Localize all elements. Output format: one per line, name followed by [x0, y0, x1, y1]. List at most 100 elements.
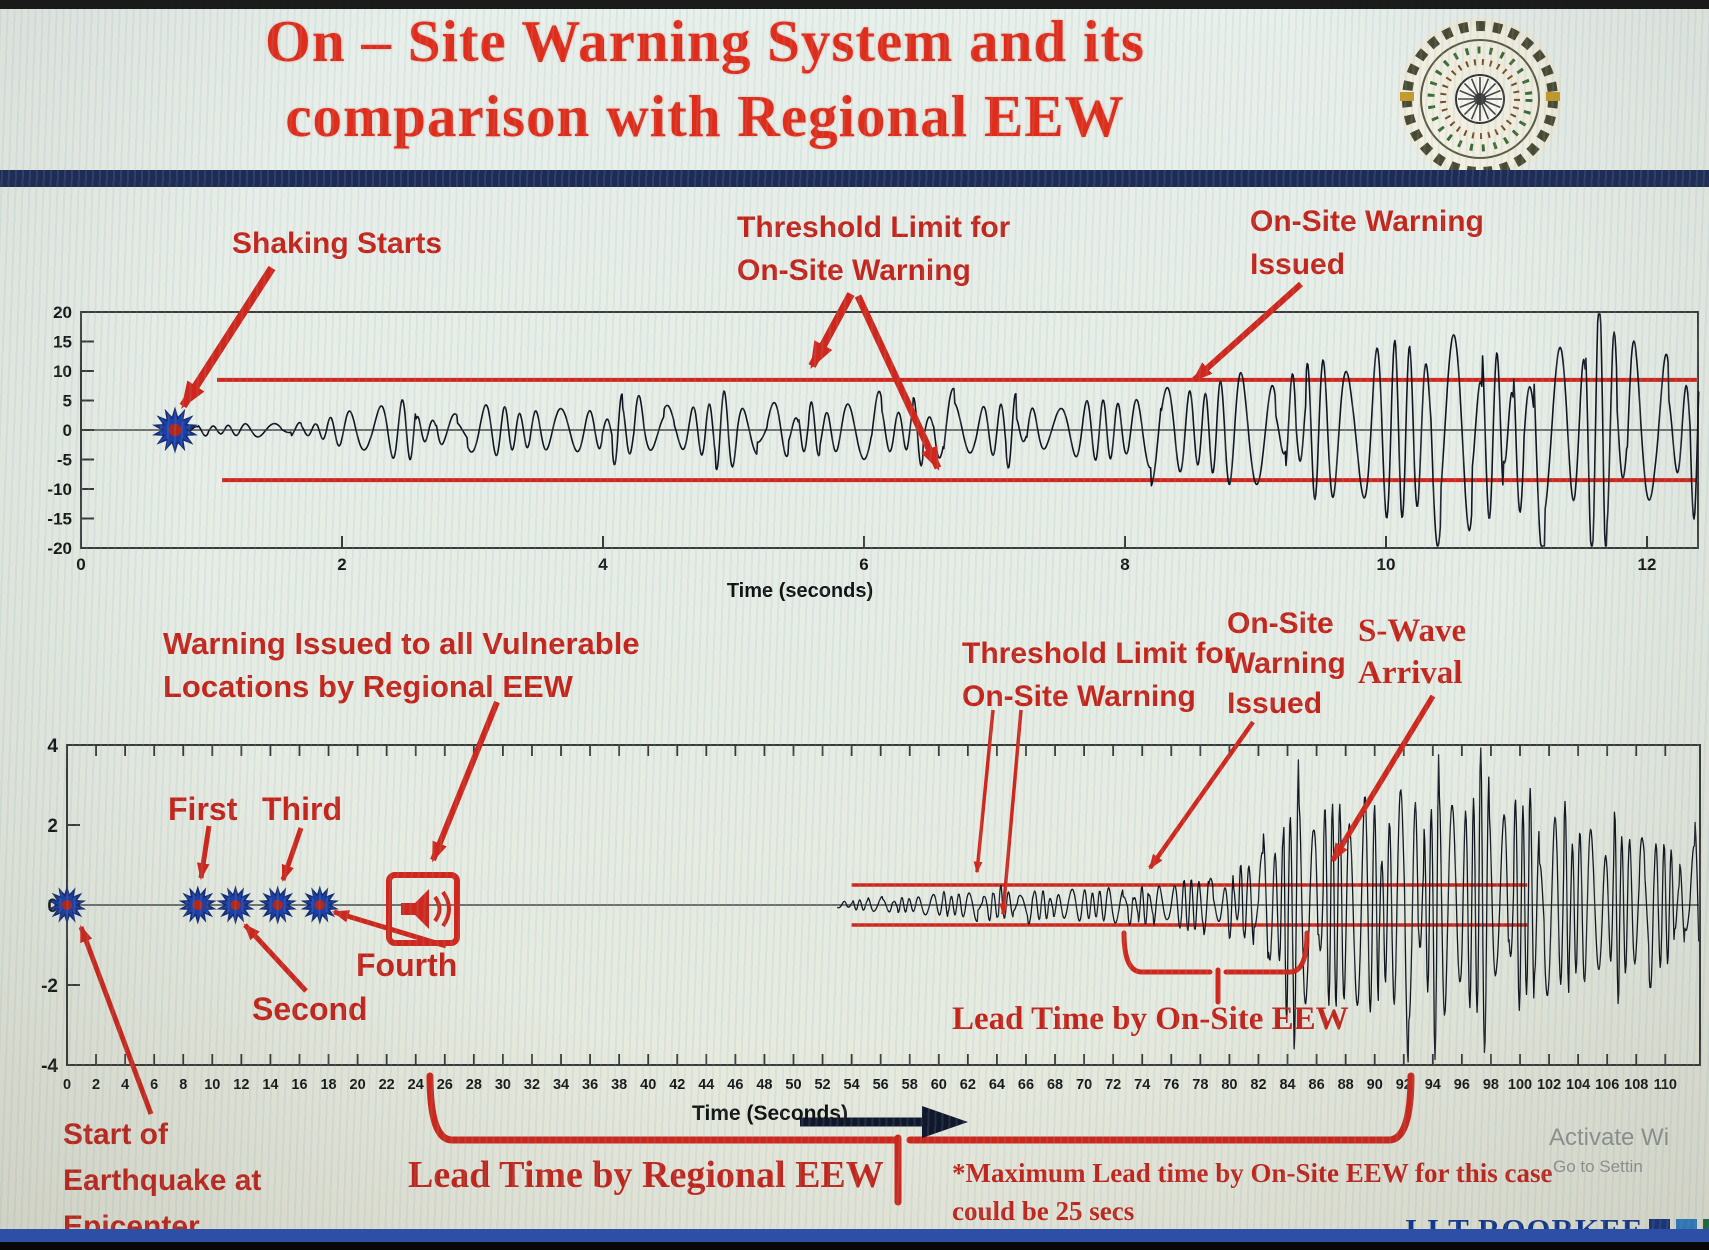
bottom-chart-xtick-label: 96 — [1454, 1077, 1470, 1093]
photo-bottom-edge — [0, 1242, 1709, 1250]
top-chart-ytick-label: -20 — [47, 539, 72, 558]
slide-title: On – Site Warning System and its compari… — [40, 4, 1370, 154]
bottom-chart-ytick-label: 0 — [47, 896, 58, 917]
arrow-s-wave-arrival — [1330, 694, 1436, 862]
arrow-threshold-top-lower — [854, 294, 942, 471]
annotation-regional-warning: Warning Issued to all Vulnerable Locatio… — [163, 626, 640, 704]
annotation-threshold-bottom: Threshold Limit for On-Site Warning — [962, 637, 1236, 713]
bottom-chart-xtick-label: 98 — [1483, 1077, 1499, 1093]
top-chart-ytick-label: 0 — [63, 421, 72, 440]
bottom-chart-xtick-label: 60 — [931, 1077, 947, 1093]
arrow-onsite-issued-bottom — [1148, 720, 1255, 870]
p-wave-detection-marker-1 — [47, 885, 87, 925]
arrow-fourth — [331, 909, 447, 949]
bottom-chart-xtick-label: 80 — [1221, 1077, 1237, 1093]
p-wave-detection-marker-top — [151, 406, 198, 454]
bottom-chart-xtick-label: 46 — [727, 1077, 743, 1093]
bottom-chart-ytick-label: -2 — [41, 976, 58, 997]
photo-bottom-blue-strip — [0, 1229, 1709, 1242]
bottom-chart-xtick-label: 36 — [582, 1077, 598, 1093]
annotation-onsite-warning-issued-top: On-Site Warning Issued — [1250, 205, 1484, 281]
bottom-chart-xtick-label: 30 — [495, 1077, 511, 1093]
bottom-chart-xtick-label: 82 — [1250, 1077, 1266, 1093]
bottom-chart-xtick-label: 14 — [262, 1077, 278, 1093]
top-chart-xtick-label: 10 — [1377, 555, 1396, 574]
annotation-threshold-top: Threshold Limit for On-Site Warning — [737, 211, 1011, 287]
top-chart-xtick-label: 8 — [1120, 555, 1129, 574]
bottom-chart-xtick-label: 32 — [524, 1077, 540, 1093]
bottom-chart-xtick-label: 62 — [960, 1077, 976, 1093]
top-chart-ytick-label: -10 — [47, 480, 72, 499]
top-chart-ytick-label: 15 — [53, 333, 72, 352]
annotation-lead-time-regional: Lead Time by Regional EEW — [408, 1154, 884, 1196]
bottom-chart-xtick-label: 2 — [92, 1077, 100, 1093]
bottom-chart-xtick-label: 72 — [1105, 1077, 1121, 1093]
p-wave-detection-marker-2 — [178, 885, 217, 925]
bottom-chart-xtick-label: 8 — [179, 1077, 187, 1093]
bottom-chart-ytick-label: 2 — [47, 816, 58, 837]
top-chart-xtick-label: 6 — [859, 555, 868, 574]
bottom-chart-xtick-label: 54 — [844, 1077, 860, 1093]
annotation-second: Second — [252, 991, 368, 1027]
bottom-chart-xtick-label: 94 — [1425, 1077, 1441, 1093]
bottom-seismogram-waveform — [836, 747, 1700, 1063]
bottom-chart-xtick-label: 34 — [553, 1077, 569, 1093]
top-chart-ytick-label: 20 — [53, 303, 72, 322]
time-axis-arrowhead-icon — [922, 1106, 968, 1138]
annotation-onsite-warning-issued-bottom: On-Site Warning Issued — [1227, 607, 1346, 720]
bottom-chart-xtick-label: 58 — [902, 1077, 918, 1093]
annotation-lead-time-onsite: Lead Time by On-Site EEW — [952, 1001, 1349, 1037]
top-chart-xtick-label: 4 — [598, 555, 608, 574]
top-chart-xtick-label: 2 — [337, 555, 346, 574]
title-separator-bar — [0, 170, 1709, 187]
p-wave-detection-marker-5 — [300, 885, 339, 925]
iit-roorkee-logo-icon — [1398, 17, 1562, 181]
arrow-second — [243, 923, 308, 993]
bottom-chart-xtick-label: 104 — [1566, 1077, 1590, 1093]
bottom-chart-xtick-label: 10 — [204, 1077, 220, 1093]
title-line-2: comparison with Regional EEW — [285, 83, 1125, 149]
bottom-chart-xtick-label: 20 — [350, 1077, 366, 1093]
top-chart-ytick-label: -15 — [47, 510, 72, 529]
arrow-threshold-bottom-lower — [999, 709, 1023, 916]
bottom-chart-xtick-label: 16 — [291, 1077, 307, 1093]
top-chart-ytick-label: -5 — [57, 451, 72, 470]
bottom-chart-xtick-label: 102 — [1537, 1077, 1561, 1093]
lead-time-onsite-bracket — [1121, 930, 1310, 1005]
bottom-chart-xtick-label: 70 — [1076, 1077, 1092, 1093]
bottom-chart-xtick-label: 100 — [1508, 1077, 1532, 1093]
annotation-third: Third — [262, 791, 342, 827]
bottom-chart-xtick-label: 0 — [63, 1077, 71, 1093]
bottom-chart-xtick-label: 90 — [1367, 1077, 1383, 1093]
lead-time-regional-bracket — [426, 1072, 1415, 1206]
bottom-chart-xtick-label: 12 — [233, 1077, 249, 1093]
bottom-chart-xtick-label: 26 — [437, 1077, 453, 1093]
bottom-chart-xtick-label: 110 — [1654, 1077, 1677, 1093]
bottom-chart-xtick-label: 18 — [320, 1077, 336, 1093]
bottom-chart-xtick-label: 74 — [1134, 1077, 1150, 1093]
arrow-onsite-issued-top — [1191, 281, 1304, 383]
annotation-fourth: Fourth — [356, 947, 458, 983]
bottom-chart-xtick-label: 52 — [814, 1077, 830, 1093]
p-wave-detection-marker-4 — [258, 885, 297, 925]
arrow-first — [196, 825, 212, 881]
bottom-chart-xtick-label: 24 — [408, 1077, 424, 1093]
bottom-chart-ytick-label: 4 — [47, 736, 58, 757]
bottom-chart-xtick-label: 64 — [989, 1077, 1005, 1093]
bottom-chart-xtick-label: 76 — [1163, 1077, 1179, 1093]
bottom-chart-xtick-label: 106 — [1595, 1077, 1619, 1093]
bottom-chart-xtick-label: 6 — [150, 1077, 158, 1093]
bottom-chart-xtick-label: 84 — [1279, 1077, 1295, 1093]
go-to-settings-watermark: Go to Settin — [1553, 1157, 1643, 1176]
bottom-chart-xtick-label: 88 — [1338, 1077, 1354, 1093]
arrow-start-epicenter — [78, 925, 154, 1115]
bottom-chart-xtick-label: 42 — [669, 1077, 685, 1093]
top-chart-xtick-label: 12 — [1638, 555, 1657, 574]
bottom-chart-ytick-label: -4 — [41, 1056, 58, 1077]
top-chart-xlabel: Time (seconds) — [726, 580, 874, 602]
top-chart-ytick-label: 5 — [63, 392, 72, 411]
bottom-chart-xtick-label: 66 — [1018, 1077, 1034, 1093]
arrow-threshold-bottom-upper — [973, 709, 995, 874]
arrow-shaking-starts — [179, 265, 276, 409]
